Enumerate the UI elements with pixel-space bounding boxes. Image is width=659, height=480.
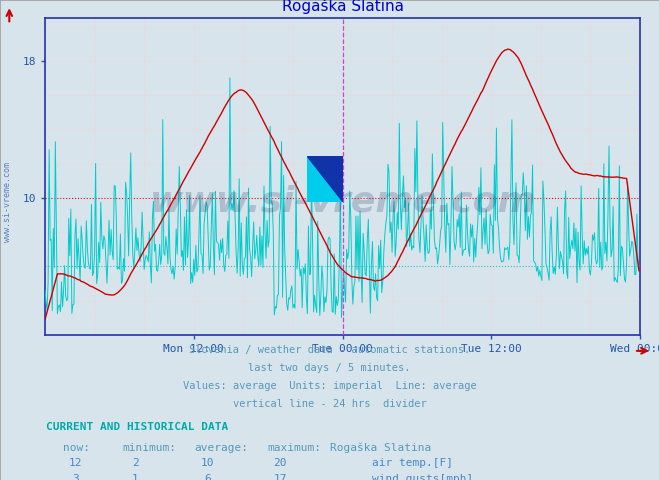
Text: 20: 20 [273, 458, 287, 468]
Text: www.si-vreme.com: www.si-vreme.com [150, 185, 536, 219]
Text: 1: 1 [132, 474, 138, 480]
Text: vertical line - 24 hrs  divider: vertical line - 24 hrs divider [233, 399, 426, 409]
Text: Values: average  Units: imperial  Line: average: Values: average Units: imperial Line: av… [183, 381, 476, 391]
Text: Rogaška Slatina: Rogaška Slatina [330, 443, 431, 453]
Text: 12: 12 [69, 458, 82, 468]
Polygon shape [307, 156, 343, 202]
Title: Rogaška Slatina: Rogaška Slatina [281, 0, 403, 14]
Text: last two days / 5 minutes.: last two days / 5 minutes. [248, 363, 411, 373]
Text: air temp.[F]: air temp.[F] [372, 458, 453, 468]
Text: Slovenia / weather data - automatic stations.: Slovenia / weather data - automatic stat… [189, 345, 470, 355]
Text: maximum:: maximum: [267, 443, 321, 453]
Polygon shape [307, 156, 343, 202]
Text: CURRENT AND HISTORICAL DATA: CURRENT AND HISTORICAL DATA [46, 422, 229, 432]
Text: minimum:: minimum: [122, 443, 176, 453]
Text: 6: 6 [204, 474, 211, 480]
Text: www.si-vreme.com: www.si-vreme.com [3, 162, 13, 241]
Text: 3: 3 [72, 474, 79, 480]
Text: wind gusts[mph]: wind gusts[mph] [372, 474, 474, 480]
Text: average:: average: [194, 443, 248, 453]
Text: 10: 10 [201, 458, 214, 468]
Text: now:: now: [63, 443, 90, 453]
Text: 2: 2 [132, 458, 138, 468]
Text: 17: 17 [273, 474, 287, 480]
